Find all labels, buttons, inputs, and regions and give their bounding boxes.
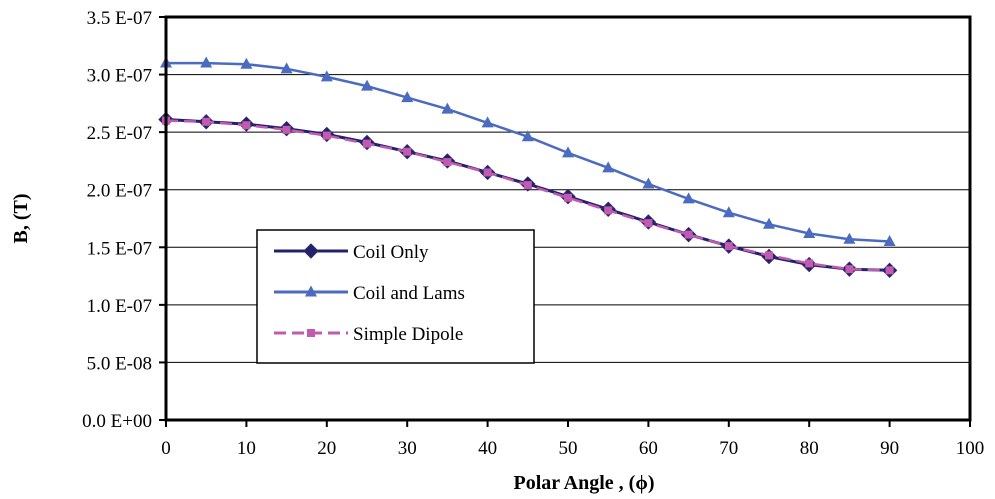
legend-label: Simple Dipole [353, 324, 463, 345]
y-tick-label: 1.0 E-07 [87, 296, 152, 317]
data-point [763, 217, 775, 229]
data-point [363, 139, 371, 148]
data-point [521, 130, 534, 142]
legend-item: Coil Only [274, 242, 429, 263]
data-point [642, 177, 655, 189]
x-tick-label: 40 [478, 438, 497, 459]
x-tick-label: 60 [639, 438, 658, 459]
y-tick-label: 1.5 E-07 [87, 238, 152, 259]
data-point [441, 102, 454, 114]
legend-item: Simple Dipole [274, 324, 463, 345]
data-point [481, 116, 494, 128]
y-axis-title: B, (T) [10, 194, 32, 244]
data-point [282, 125, 291, 134]
x-tick-label: 100 [956, 438, 985, 459]
data-point [523, 181, 532, 190]
y-tick-label: 3.5 E-07 [87, 8, 152, 29]
data-point [361, 79, 373, 91]
data-point [200, 56, 213, 68]
data-point [322, 131, 331, 140]
data-point [602, 161, 615, 173]
y-tick-label: 2.5 E-07 [87, 123, 152, 144]
data-point [401, 91, 414, 103]
x-tick-label: 80 [800, 438, 819, 459]
legend-swatch-marker [303, 243, 319, 259]
data-point [644, 219, 653, 228]
data-point [240, 57, 253, 69]
x-tick-label: 50 [559, 438, 578, 459]
legend-item: Coil and Lams [274, 283, 465, 304]
legend-swatch-marker [305, 285, 317, 297]
series-coil-and-lams [160, 56, 896, 247]
y-tick-label: 3.0 E-07 [87, 66, 152, 87]
x-tick-label: 20 [317, 438, 336, 459]
data-point [722, 206, 735, 218]
data-point [564, 193, 572, 202]
data-point [242, 121, 251, 130]
y-tick-label: 0.0 E+00 [82, 411, 152, 432]
x-axis-title: Polar Angle , (ϕ) [514, 472, 655, 494]
y-tick-label: 5.0 E-08 [87, 353, 152, 374]
x-tick-label: 30 [398, 438, 417, 459]
data-point [724, 242, 733, 251]
data-point [562, 146, 574, 158]
data-point [403, 147, 412, 156]
data-point [803, 226, 816, 238]
data-point [885, 266, 894, 275]
legend-label: Coil Only [353, 242, 429, 263]
x-tick-label: 0 [161, 438, 171, 459]
legend-swatch-marker [307, 329, 315, 337]
x-tick-label: 70 [719, 438, 738, 459]
x-tick-label: 10 [237, 438, 256, 459]
data-point [443, 158, 452, 167]
data-point [483, 168, 492, 177]
data-point [883, 235, 896, 247]
data-point [845, 265, 854, 274]
data-point [202, 117, 211, 126]
x-tick-label: 90 [880, 438, 899, 459]
data-point [684, 230, 693, 239]
y-tick-label: 2.0 E-07 [87, 181, 152, 202]
legend: Coil Only Coil and Lams Simple Dipole [256, 229, 535, 364]
data-point [320, 70, 333, 82]
data-point [280, 62, 293, 74]
axis-ticks: 0.0 E+00 5.0 E-08 1.0 E-07 1.5 E-07 2.0 E-07… [82, 8, 984, 459]
series-line [166, 61, 890, 243]
data-point [805, 259, 814, 268]
data-point [604, 206, 613, 215]
data-point [843, 232, 856, 244]
data-point [765, 251, 773, 260]
series-layer [158, 56, 898, 279]
legend-label: Coil and Lams [353, 283, 465, 304]
data-point [682, 192, 695, 204]
